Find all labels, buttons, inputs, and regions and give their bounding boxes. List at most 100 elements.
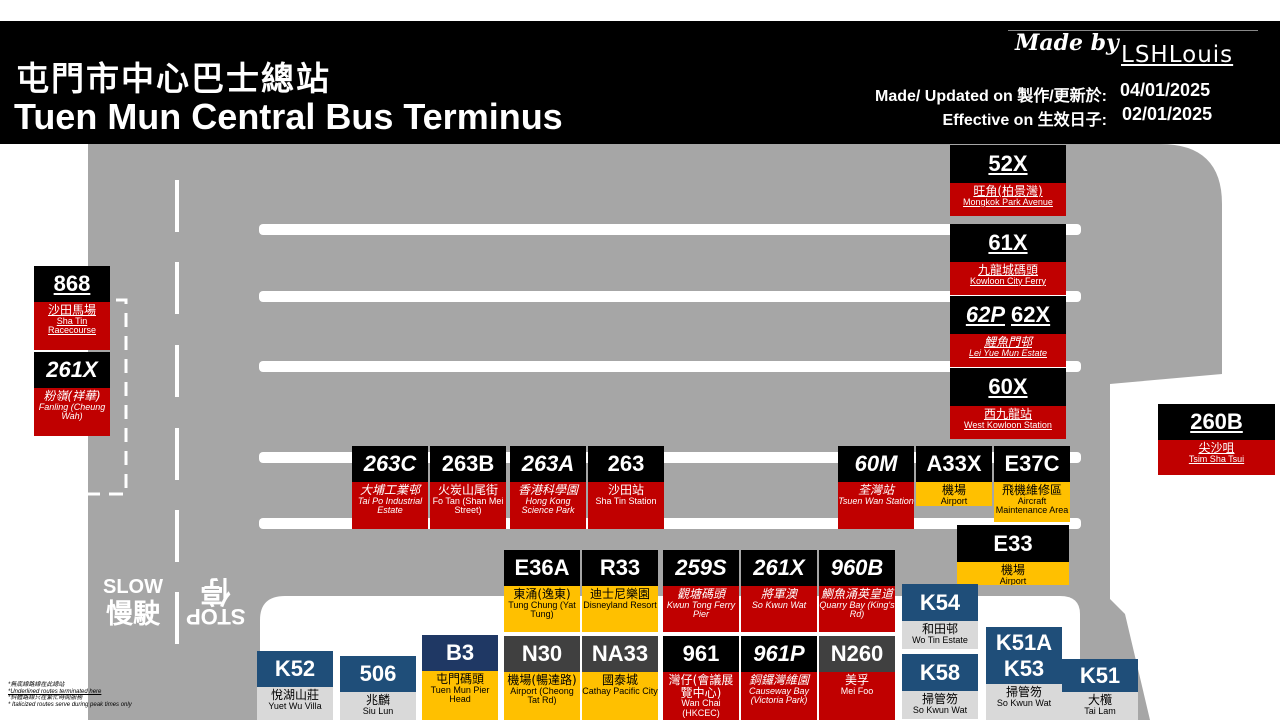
destination-zh: 九龍城碼頭 [977,263,1038,277]
route-destination: 和田邨 Wo Tin Estate [902,621,978,649]
destination-zh: 香港科學園 [517,483,578,497]
slow-en-text: SLOW [103,576,163,598]
route-card-259s: 259S 觀塘碼頭 Kwun Tong Ferry Pier [663,550,739,632]
route-number-primary: K51A [995,629,1053,655]
route-card-961: 961 灣仔(會議展覽中心) Wan Chai (HKCEC) [663,636,739,720]
route-number: 261X [741,550,817,586]
destination-en: Tuen Mun Pier Head [430,684,490,705]
stop-en-text: STOP [186,604,246,629]
route-destination: 掃管笏 So Kwun Wat [902,691,978,719]
destination-zh: 掃管笏 [1005,685,1042,699]
lane-dash [175,262,179,314]
destination-zh: 沙田馬場 [47,303,96,317]
route-card-60m: 60M 荃灣站 Tsuen Wan Station [838,446,914,529]
destination-en: Wan Chai (HKCEC) [681,698,721,718]
destination-zh: 大埔工業邨 [359,483,420,497]
route-card-62p: 62P 62X 鯉魚門邨 Lei Yue Mun Estate [950,296,1066,367]
route-number: 868 [34,266,110,302]
route-destination: 迪士尼樂園 Disneyland Resort [582,586,658,632]
route-destination: 美孚 Mei Foo [819,672,895,720]
destination-en: Wo Tin Estate [912,634,968,645]
route-card-k52: K52 悅湖山莊 Yuet Wu Villa [257,651,333,720]
stop-marking: STOP 停 [186,573,246,629]
credit-divider [1008,30,1258,31]
route-number: R33 [582,550,658,586]
destination-en: Hong Kong Science Park [521,495,575,516]
route-destination: 粉嶺(祥華) Fanling (Cheung Wah) [34,388,110,436]
route-number: 960B [819,550,895,586]
route-card-961p: 961P 銅鑼灣維園 Causeway Bay (Victoria Park) [741,636,817,720]
route-number: 261X [34,352,110,388]
destination-en: So Kwun Wat [912,704,968,715]
route-number: B3 [422,635,498,671]
route-number: 263A [510,446,586,482]
route-destination: 鯉魚門邨 Lei Yue Mun Estate [950,334,1066,367]
header-bar [0,21,1280,144]
route-destination: 西九龍站 West Kowloon Station [950,406,1066,439]
destination-en: Disneyland Resort [583,599,657,610]
route-destination: 尖沙咀 Tsim Sha Tsui [1158,440,1275,475]
destination-en: Sha Tin Racecourse [47,315,97,336]
route-number: 61X [950,224,1066,262]
route-destination: 灣仔(會議展覽中心) Wan Chai (HKCEC) [663,672,739,720]
route-card-n30: N30 機場(暢達路) Airport (Cheong Tat Rd) [504,636,580,720]
slow-zh-text: 慢駛 [106,599,160,630]
route-number: K51 [1062,659,1138,692]
destination-zh: 屯門碼頭 [435,672,484,686]
route-card-263c: 263C 大埔工業邨 Tai Po Industrial Estate [352,446,428,529]
updated-value: 04/01/2025 [1120,80,1211,100]
route-number: E37C [994,446,1070,482]
destination-zh: 東涌(逸東) [513,587,571,601]
destination-zh: 尖沙咀 [1198,441,1235,455]
page-title-en: Tuen Mun Central Bus Terminus [14,96,563,137]
destination-en: So Kwun Wat [996,697,1052,708]
route-card-261x_l: 261X 粉嶺(祥華) Fanling (Cheung Wah) [34,352,110,436]
route-card-61x: 61X 九龍城碼頭 Kowloon City Ferry [950,224,1066,295]
route-number: E36A [504,550,580,586]
destination-en: Tung Chung (Yat Tung) [508,599,576,620]
route-number: K52 [257,651,333,687]
destination-en: Fo Tan (Shan Mei Street) [432,495,504,516]
effective-value: 02/01/2025 [1122,104,1213,124]
destination-zh: 國泰城 [601,673,638,687]
route-number: N30 [504,636,580,672]
destination-en: Quarry Bay (King's Rd) [819,599,895,620]
route-destination: 沙田馬場 Sha Tin Racecourse [34,302,110,350]
route-number-primary: 62P [965,302,1005,327]
destination-en: Kowloon City Ferry [969,275,1047,286]
bus-bay-outline [86,298,128,496]
route-destination: 火炭山尾街 Fo Tan (Shan Mei Street) [430,482,506,529]
destination-en: Kwun Tong Ferry Pier [666,599,736,620]
route-number: 52X [950,145,1066,183]
route-destination: 荃灣站 Tsuen Wan Station [838,482,914,529]
destination-zh: 粉嶺(祥華) [43,389,101,403]
route-destination: 兆麟 Siu Lun [340,692,416,720]
made-by-label: Made by [1015,30,1119,56]
route-destination: 沙田站 Sha Tin Station [588,482,664,529]
destination-en: Sha Tin Station [595,495,657,506]
route-destination: 大埔工業邨 Tai Po Industrial Estate [352,482,428,529]
route-number: 62P 62X [950,296,1066,334]
route-card-263b: 263B 火炭山尾街 Fo Tan (Shan Mei Street) [430,446,506,529]
destination-en: Airport [999,575,1027,585]
route-number: N260 [819,636,895,672]
route-card-506: 506 兆麟 Siu Lun [340,656,416,720]
route-destination: 東涌(逸東) Tung Chung (Yat Tung) [504,586,580,632]
route-destination: 國泰城 Cathay Pacific City [582,672,658,720]
made-by-name: LSHLouis [1121,42,1234,68]
route-number: 260B [1158,404,1275,440]
destination-en: Causeway Bay (Victoria Park) [748,685,810,706]
route-card-e37c: E37C 飛機維修區 Aircraft Maintenance Area [994,446,1070,522]
lane-dash [175,345,179,397]
destination-zh: 大欖 [1087,693,1112,707]
route-card-e36a: E36A 東涌(逸東) Tung Chung (Yat Tung) [504,550,580,632]
route-card-n260: N260 美孚 Mei Foo [819,636,895,720]
route-card-52x: 52X 旺角(柏景灣) Mongkok Park Avenue [950,145,1066,216]
route-number: E33 [957,525,1069,562]
destination-en: So Kwun Wat [751,599,807,610]
route-card-e33: E33 機場 Airport [957,525,1069,585]
route-destination: 將軍澳 So Kwun Wat [741,586,817,632]
destination-zh: 機場 [1000,563,1025,577]
lane-dash [175,428,179,480]
route-destination: 觀塘碼頭 Kwun Tong Ferry Pier [663,586,739,632]
